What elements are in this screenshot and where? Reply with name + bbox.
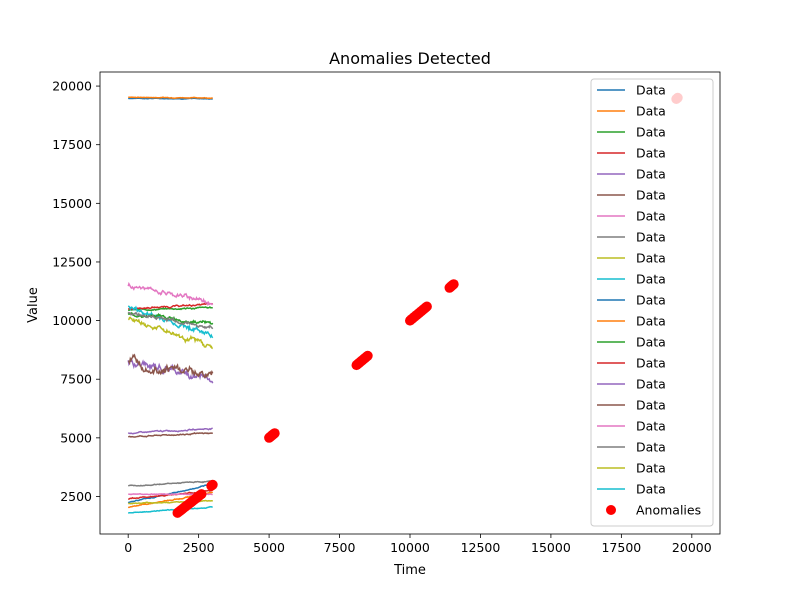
legend-label-16: Data: [636, 398, 666, 413]
series-line-2: [128, 96, 213, 100]
legend-label-3: Data: [636, 125, 666, 140]
legend-label-1: Data: [636, 83, 666, 98]
anomaly-point-72: [421, 301, 432, 312]
y-tick-label: 5000: [60, 430, 92, 445]
legend-label-2: Data: [636, 104, 666, 119]
plot-area: [127, 92, 683, 518]
y-tick-label: 7500: [60, 372, 92, 387]
legend-label-10: Data: [636, 272, 666, 287]
legend-label-6: Data: [636, 188, 666, 203]
series-line-9: [128, 316, 213, 350]
anomaly-point-22: [196, 489, 207, 500]
x-tick-label: 15000: [531, 540, 571, 555]
series-line-5: [127, 427, 213, 435]
legend-label-11: Data: [636, 293, 666, 308]
series-line-8: [127, 480, 213, 487]
anomaly-point-50: [362, 350, 373, 361]
x-axis-label: Time: [393, 563, 426, 578]
anomaly-point-24: [207, 479, 218, 490]
legend-label-19: Data: [636, 461, 666, 476]
legend-label-20: Data: [636, 482, 666, 497]
legend-label-9: Data: [636, 251, 666, 266]
legend-label-14: Data: [636, 356, 666, 371]
legend-label-17: Data: [636, 419, 666, 434]
legend-label-8: Data: [636, 230, 666, 245]
legend-label-12: Data: [636, 314, 666, 329]
anomaly-point-80: [448, 279, 459, 290]
x-tick-label: 7500: [324, 540, 356, 555]
legend-label-4: Data: [636, 146, 666, 161]
y-tick-label: 2500: [60, 489, 92, 504]
x-tick-label: 12500: [461, 540, 501, 555]
legend-box: [590, 78, 714, 527]
legend-label-15: Data: [636, 377, 666, 392]
y-tick-label: 20000: [52, 79, 92, 94]
y-tick-label: 15000: [52, 196, 92, 211]
y-tick-label: 12500: [52, 254, 92, 269]
series-line-16: [128, 353, 214, 379]
legend: Data Data Data Data Data Data Data Data Data Data…: [590, 78, 714, 527]
x-tick-label: 17500: [601, 540, 641, 555]
x-tick-label: 20000: [672, 540, 712, 555]
series-line-20: [127, 505, 213, 514]
y-tick-label: 10000: [52, 313, 92, 328]
axes: 0 2500 5000 7500 10000 12500 15000 17500 20000 25…: [52, 71, 721, 555]
legend-label-5: Data: [636, 167, 666, 182]
legend-label-13: Data: [636, 335, 666, 350]
series-line-18: [127, 311, 214, 330]
anomaly-point-34: [269, 428, 280, 439]
legend-label-18: Data: [636, 440, 666, 455]
chart-title: Anomalies Detected: [329, 49, 491, 68]
legend-anomaly-marker: [606, 505, 616, 515]
series-line-10: [127, 305, 214, 339]
legend-label-anomalies: Anomalies: [636, 503, 701, 518]
x-tick-label: 2500: [183, 540, 215, 555]
x-tick-label: 5000: [253, 540, 285, 555]
x-tick-label: 10000: [390, 540, 430, 555]
series-line-6: [127, 431, 214, 438]
series-line-13: [127, 311, 214, 325]
series-line-7: [127, 281, 214, 307]
y-axis-label: Value: [26, 287, 41, 323]
x-tick-label: 0: [124, 540, 132, 555]
series-line-4: [127, 302, 213, 311]
legend-label-7: Data: [636, 209, 666, 224]
y-tick-label: 17500: [52, 137, 92, 152]
anomaly-points: [172, 92, 683, 518]
